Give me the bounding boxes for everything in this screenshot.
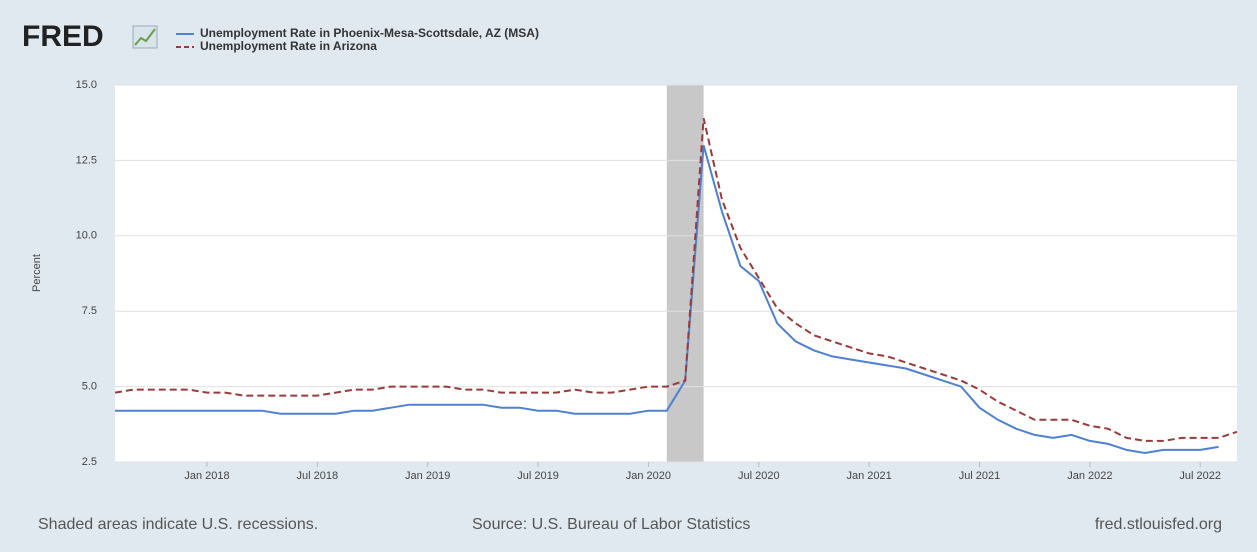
y-tick-label: 5.0 (82, 381, 97, 393)
recession-band (666, 85, 704, 462)
x-tick-label: Jul 2022 (1179, 470, 1221, 482)
footer-note: Shaded areas indicate U.S. recessions. (38, 516, 318, 533)
x-tick-label: Jan 2020 (626, 470, 671, 482)
y-axis-label: Percent (31, 254, 43, 292)
series-line (114, 117, 1238, 442)
x-tick-label: Jul 2020 (738, 470, 780, 482)
y-tick-label: 15.0 (76, 79, 97, 91)
y-tick-label: 12.5 (76, 154, 97, 166)
y-tick-label: 7.5 (82, 305, 97, 317)
footer-source: Source: U.S. Bureau of Labor Statistics (472, 516, 750, 533)
x-tick-label: Jan 2021 (846, 470, 891, 482)
x-tick-label: Jan 2019 (405, 470, 450, 482)
x-tick-label: Jan 2022 (1067, 470, 1112, 482)
x-tick-label: Jul 2021 (959, 470, 1001, 482)
footer-url: fred.stlouisfed.org (1095, 516, 1222, 533)
logo-icon (132, 25, 158, 49)
x-tick-label: Jul 2018 (297, 470, 339, 482)
legend-label: Unemployment Rate in Arizona (200, 39, 377, 53)
y-tick-label: 10.0 (76, 230, 97, 242)
series-line (115, 145, 1219, 455)
x-tick-label: Jul 2019 (517, 470, 559, 482)
logo: FRED (22, 20, 104, 53)
legend-label: Unemployment Rate in Phoenix-Mesa-Scotts… (200, 26, 539, 40)
y-tick-label: 2.5 (82, 456, 97, 468)
x-tick-label: Jan 2018 (184, 470, 229, 482)
